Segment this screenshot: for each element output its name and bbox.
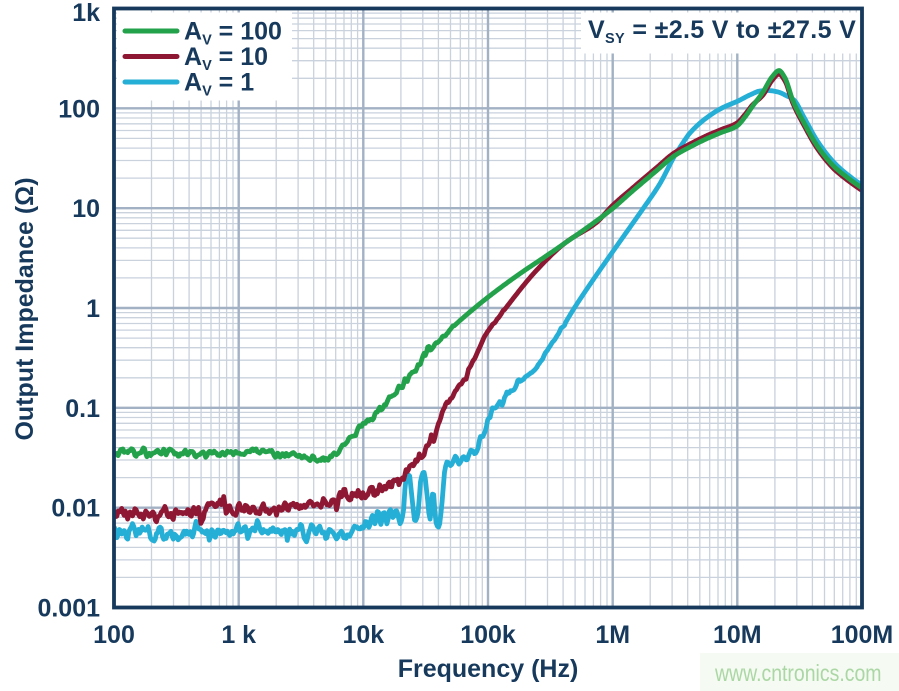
svg-text:1: 1 <box>86 295 100 323</box>
svg-text:0.01: 0.01 <box>51 495 100 523</box>
svg-text:AV = 10: AV = 10 <box>184 43 268 74</box>
svg-text:www.cntronics.com: www.cntronics.com <box>714 660 881 686</box>
svg-text:100k: 100k <box>460 621 516 649</box>
svg-text:1M: 1M <box>595 621 630 649</box>
svg-text:100M: 100M <box>831 621 894 649</box>
svg-text:Frequency (Hz): Frequency (Hz) <box>398 655 579 683</box>
svg-text:VSY = ±2.5 V to ±27.5 V: VSY = ±2.5 V to ±27.5 V <box>588 16 856 47</box>
svg-text:0.1: 0.1 <box>65 395 100 423</box>
svg-text:100: 100 <box>58 95 100 123</box>
svg-text:AV = 100: AV = 100 <box>184 18 282 49</box>
svg-text:AV = 1: AV = 1 <box>184 69 254 100</box>
svg-text:1k: 1k <box>72 0 100 27</box>
svg-text:0.001: 0.001 <box>37 595 100 623</box>
svg-text:10M: 10M <box>713 621 762 649</box>
svg-text:10k: 10k <box>342 621 384 649</box>
svg-text:1 k: 1 k <box>221 621 256 649</box>
svg-text:Output Impedance (Ω): Output Impedance (Ω) <box>11 177 39 440</box>
svg-text:10: 10 <box>72 195 100 223</box>
svg-text:100: 100 <box>93 621 135 649</box>
